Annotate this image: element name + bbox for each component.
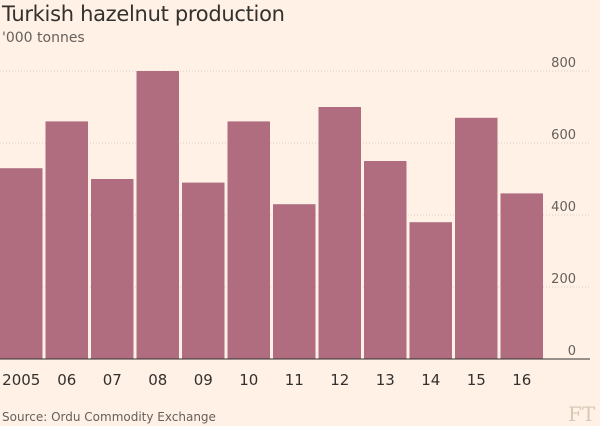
bar <box>136 71 179 359</box>
x-tick-label: 06 <box>57 371 76 389</box>
chart-title: Turkish hazelnut production <box>2 2 285 26</box>
bar <box>273 204 316 359</box>
bar <box>364 161 407 359</box>
bar <box>182 182 225 359</box>
x-tick-label: 10 <box>239 371 258 389</box>
x-tick-label: 2005 <box>2 371 40 389</box>
bar <box>0 168 43 359</box>
x-tick-label: 15 <box>467 371 486 389</box>
x-tick-label: 16 <box>512 371 531 389</box>
y-tick-label: 400 <box>551 200 576 215</box>
bar <box>455 117 498 359</box>
y-tick-label: 0 <box>568 344 576 359</box>
x-tick-label: 14 <box>421 371 440 389</box>
bar <box>409 222 452 359</box>
x-tick-label: 13 <box>376 371 395 389</box>
bar <box>227 121 270 360</box>
ft-logo: FT <box>568 402 596 426</box>
y-tick-label: 600 <box>551 128 576 143</box>
source-note: Source: Ordu Commodity Exchange <box>2 410 216 424</box>
chart-subtitle: '000 tonnes <box>2 30 85 46</box>
x-tick-label: 09 <box>194 371 213 389</box>
bar <box>45 121 88 360</box>
bar <box>318 107 361 359</box>
x-tick-label: 08 <box>148 371 167 389</box>
bar <box>91 179 134 359</box>
x-tick-label: 12 <box>330 371 349 389</box>
bar <box>500 193 543 359</box>
x-tick-label: 07 <box>103 371 122 389</box>
y-tick-label: 800 <box>551 56 576 71</box>
y-tick-label: 200 <box>551 272 576 287</box>
x-tick-label: 11 <box>285 371 304 389</box>
